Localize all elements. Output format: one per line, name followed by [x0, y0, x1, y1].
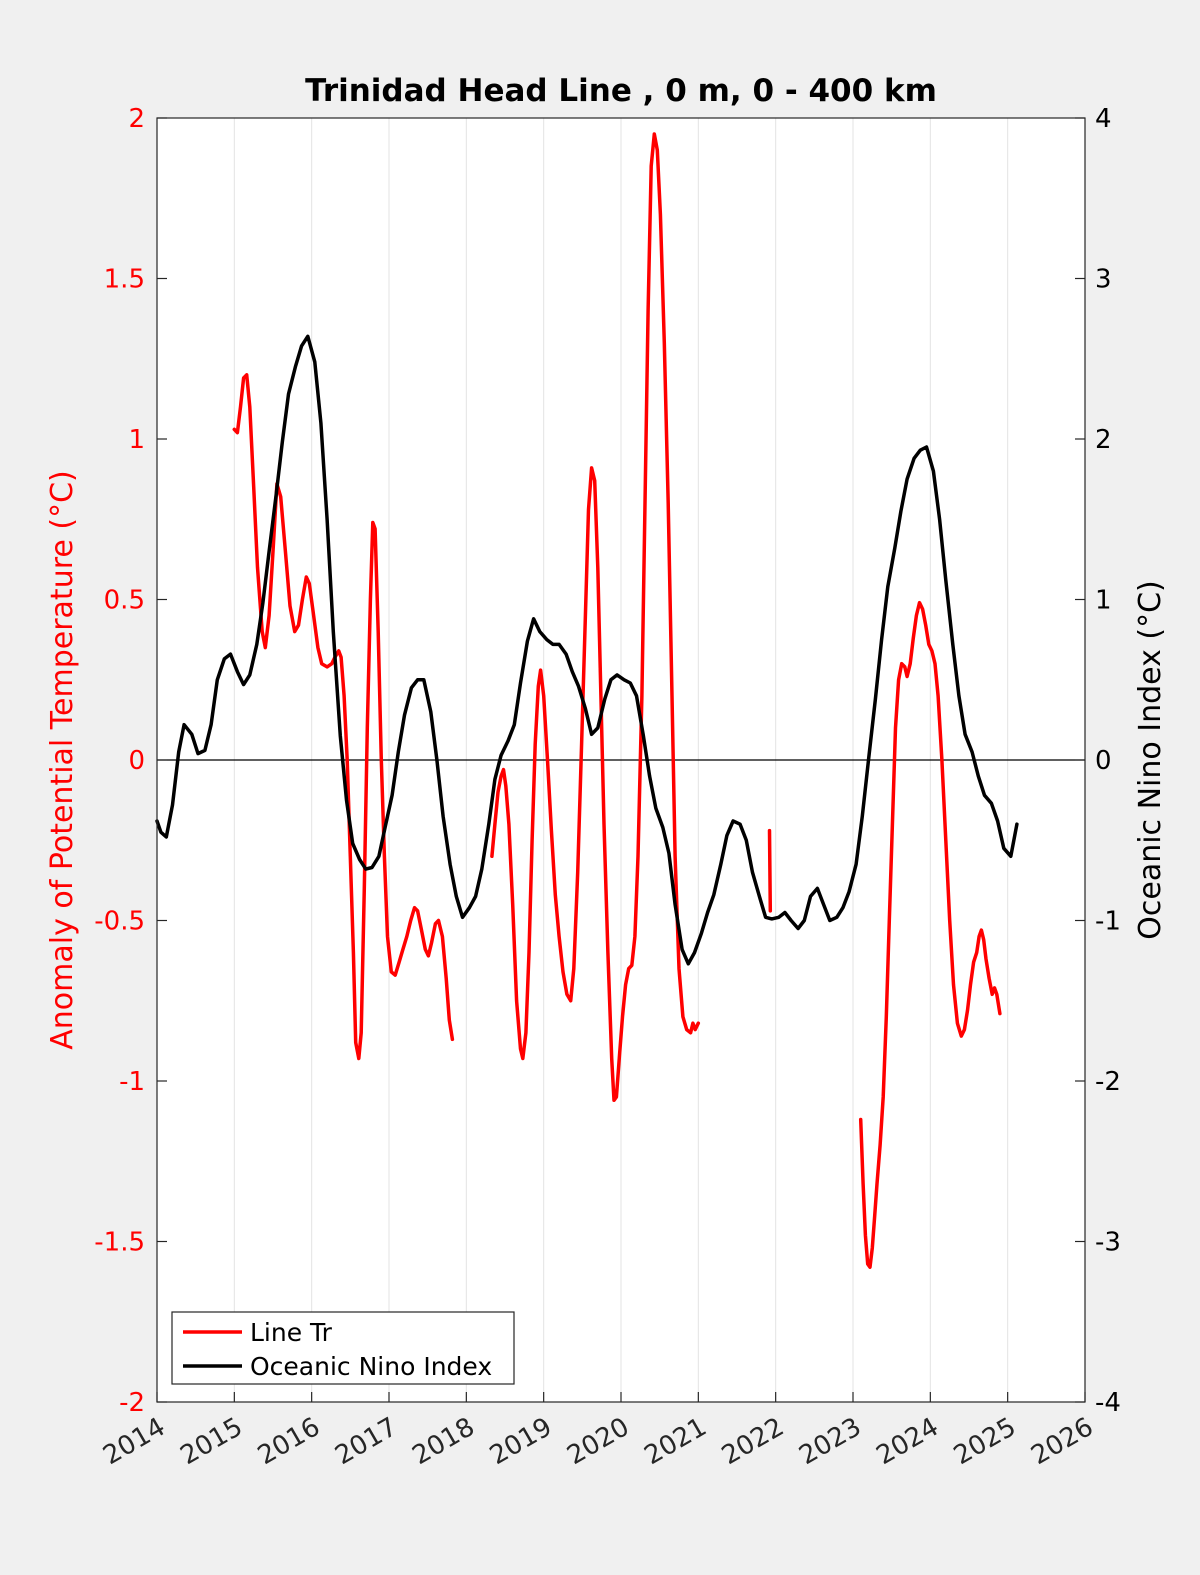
- y-right-tick-label: -1: [1095, 907, 1121, 937]
- y-left-tick-label: 1: [128, 425, 145, 455]
- series-line-tr: [490, 132, 701, 1103]
- y-left-axis-title: Anomaly of Potential Temperature (°C): [45, 470, 80, 1049]
- series-oni: [155, 334, 1019, 966]
- y-left-tick-label: 1.5: [104, 265, 145, 295]
- series-line-tr: [858, 600, 1002, 1269]
- legend-label-line-tr: Line Tr: [250, 1318, 333, 1347]
- ticks: [156, 117, 1086, 1403]
- y-left-tick-label: 0: [128, 746, 145, 776]
- legend-label-oni: Oceanic Nino Index: [250, 1352, 492, 1381]
- series-line-tr: [232, 373, 455, 1061]
- y-left-tick-label: 2: [128, 104, 145, 134]
- legend: Line Tr Oceanic Nino Index: [171, 1311, 515, 1385]
- series-layer: [155, 132, 1019, 1269]
- y-left-tick-labels: 2 1.5 1 0.5 0 -0.5 -1 -1.5 -2: [94, 104, 145, 1418]
- y-right-axis-title: Oceanic Nino Index (°C): [1133, 580, 1168, 940]
- y-left-tick-label: -1.5: [94, 1228, 145, 1258]
- y-right-tick-label: -3: [1095, 1228, 1121, 1258]
- series-line-tr: [767, 828, 773, 913]
- y-right-tick-label: 2: [1095, 425, 1112, 455]
- y-right-tick-label: 4: [1095, 104, 1112, 134]
- y-right-tick-label: -2: [1095, 1067, 1121, 1097]
- y-right-tick-labels: 4 3 2 1 0 -1 -2 -3 -4: [1095, 104, 1121, 1418]
- y-right-tick-label: -4: [1095, 1388, 1121, 1418]
- y-left-tick-label: -1: [119, 1067, 145, 1097]
- y-right-tick-label: 0: [1095, 746, 1112, 776]
- legend-box: [171, 1311, 515, 1385]
- y-left-tick-label: -0.5: [94, 907, 145, 937]
- y-right-tick-label: 3: [1095, 265, 1112, 295]
- y-right-tick-label: 1: [1095, 586, 1112, 616]
- chart-title: Trinidad Head Line , 0 m, 0 - 400 km: [305, 73, 937, 109]
- y-left-tick-label: 0.5: [104, 586, 145, 616]
- y-left-tick-label: -2: [119, 1388, 145, 1418]
